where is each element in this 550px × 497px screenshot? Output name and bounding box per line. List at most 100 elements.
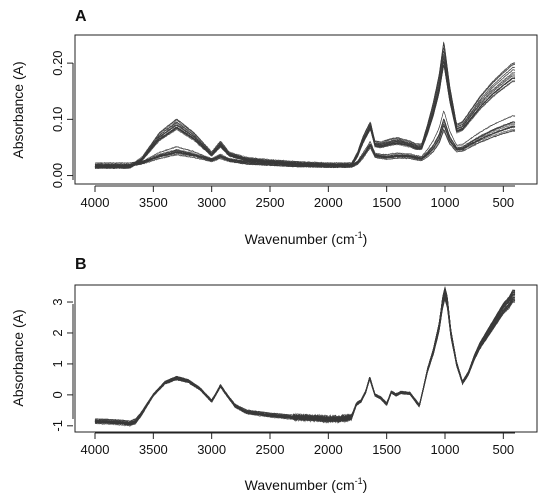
spectrum-line: [94, 43, 516, 168]
x-tick-label: 1500: [372, 195, 401, 210]
y-tick-label: 0.10: [50, 107, 65, 132]
spectrum-line: [94, 295, 516, 424]
x-tick-label: 4000: [81, 195, 110, 210]
spectrum-line: [94, 288, 516, 425]
y-tick-label: 3: [50, 298, 65, 305]
y-tick-label: 2: [50, 329, 65, 336]
spectrum-line: [94, 293, 516, 423]
spectrum-line: [95, 286, 516, 426]
spectrum-line: [94, 299, 516, 422]
x-tick-label: 3500: [139, 195, 168, 210]
panel-b-spectra: [94, 286, 516, 427]
spectrum-line: [94, 292, 516, 424]
panel-b: B 4000 3500 3000 2500 2000 1500 1000 500 -1 0 1 2 3…: [10, 256, 538, 493]
spectrum-line: [94, 286, 516, 427]
panel-a-frame: [74, 34, 538, 185]
x-tick-label: 1000: [431, 442, 460, 457]
spectrum-line: [94, 287, 515, 425]
spectrum-line: [94, 288, 515, 426]
x-tick-label: 2000: [314, 195, 343, 210]
panel-b-x-ticks: 4000 3500 3000 2500 2000 1500 1000 500: [81, 433, 514, 457]
spectrum-line: [94, 293, 516, 425]
panel-b-x-axis-title-close: ): [363, 477, 368, 493]
spectrum-line: [94, 290, 516, 426]
panel-a-spectra: [94, 41, 516, 170]
spectrum-line: [94, 289, 516, 425]
panel-b-y-axis-title: Absorbance (A): [10, 309, 26, 406]
spectrum-line: [94, 296, 516, 424]
panel-a-x-axis-title: Wavenumber (cm-1): [245, 230, 368, 247]
panel-b-x-axis-title-sup: -1: [355, 476, 363, 486]
panel-a-x-ticks: 4000 3500 3000 2500 2000 1500 1000 500: [81, 186, 514, 210]
spectrum-line: [94, 290, 516, 426]
spectrum-line: [94, 297, 516, 422]
spectrum-line: [94, 291, 515, 424]
spectrum-line: [94, 289, 516, 424]
y-tick-label: 0.00: [50, 163, 65, 188]
panel-b-x-axis-title: Wavenumber (cm-1): [245, 476, 368, 493]
spectrum-line: [94, 64, 516, 167]
spectrum-line: [94, 61, 516, 169]
y-tick-label: 0: [50, 391, 65, 398]
panel-a-y-axis-title: Absorbance (A): [10, 61, 26, 158]
x-tick-label: 3000: [197, 442, 226, 457]
x-tick-label: 2000: [314, 442, 343, 457]
spectrum-line: [94, 60, 516, 168]
spectrum-line: [94, 290, 516, 425]
spectrum-line: [94, 297, 516, 424]
spectrum-line: [95, 287, 516, 425]
x-tick-label: 4000: [81, 442, 110, 457]
y-tick-label: 0.20: [50, 50, 65, 75]
spectrum-line: [94, 290, 516, 425]
spectrum-line: [95, 60, 515, 169]
panel-b-y-ticks: -1 0 1 2 3: [50, 298, 73, 432]
panel-a-y-ticks: 0.00 0.10 0.20: [50, 50, 73, 188]
panel-a-x-axis-title-sup: -1: [355, 230, 363, 240]
panel-a: A 4000 3500 3000 2500 2000 1500 1000 500 0.000.…: [10, 8, 538, 247]
spectrum-line: [94, 293, 516, 425]
spectrum-line: [94, 296, 516, 424]
spectrum-line: [94, 64, 516, 168]
x-tick-label: 1500: [372, 442, 401, 457]
spectrum-line: [95, 288, 516, 426]
y-tick-label: 1: [50, 360, 65, 367]
spectrum-line: [94, 296, 516, 425]
x-tick-label: 3500: [139, 442, 168, 457]
spectrum-line: [94, 289, 516, 424]
spectrum-line: [94, 294, 515, 425]
panel-a-label: A: [75, 8, 87, 25]
spectrum-line: [94, 296, 516, 424]
spectrum-line: [94, 41, 516, 168]
x-tick-label: 500: [492, 195, 514, 210]
spectrum-line: [94, 124, 516, 167]
panel-a-x-axis-title-close: ): [363, 231, 368, 247]
spectrum-line: [95, 289, 516, 425]
spectrum-line: [94, 295, 516, 422]
panel-b-x-axis-title-main: Wavenumber (cm: [245, 477, 355, 493]
spectrum-line: [95, 129, 516, 168]
spectrum-line: [94, 50, 515, 170]
spectrum-line: [94, 60, 516, 168]
spectrum-line: [94, 287, 516, 425]
panel-b-frame: [74, 284, 538, 433]
spectrum-line: [95, 298, 516, 423]
spectrum-line: [94, 290, 516, 426]
x-tick-label: 3000: [197, 195, 226, 210]
spectrum-line: [95, 61, 516, 168]
spectrum-line: [94, 61, 516, 169]
spectrum-line: [94, 287, 516, 425]
spectrum-line: [94, 123, 516, 167]
x-tick-label: 2500: [256, 195, 285, 210]
y-tick-label: -1: [50, 420, 65, 432]
spectrum-line: [94, 286, 516, 425]
x-tick-label: 500: [492, 442, 514, 457]
x-tick-label: 1000: [431, 195, 460, 210]
x-tick-label: 2500: [256, 442, 285, 457]
panel-a-x-axis-title-main: Wavenumber (cm: [245, 231, 355, 247]
spectrum-line: [94, 296, 516, 423]
spectrum-line: [94, 291, 516, 425]
panel-b-label: B: [75, 256, 87, 273]
spectrum-line: [94, 286, 516, 426]
spectrum-line: [94, 292, 516, 425]
